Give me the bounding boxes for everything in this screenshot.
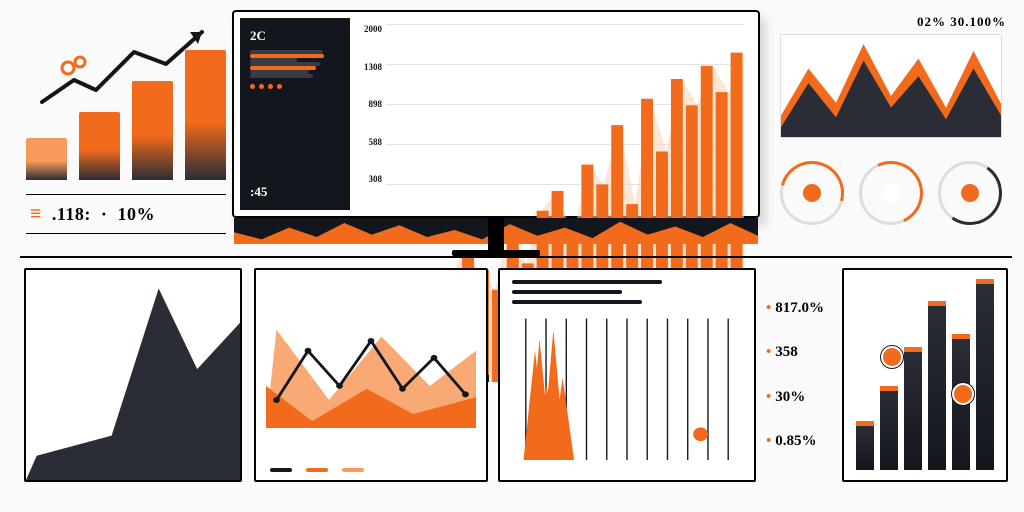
stat-a: .118: bbox=[52, 204, 91, 225]
bar bbox=[79, 112, 120, 180]
top-right-area-chart bbox=[780, 34, 1002, 138]
side-secondary: :45 bbox=[250, 184, 340, 200]
gauge bbox=[780, 161, 844, 225]
bar bbox=[928, 306, 946, 470]
bottom-mid-right-chart bbox=[498, 268, 756, 482]
legend bbox=[270, 468, 364, 472]
bar bbox=[26, 138, 67, 180]
monitor-frame: 2C :45 2000 1308 898 588 308 bbox=[232, 10, 760, 218]
monitor-side-panel: 2C :45 bbox=[240, 18, 350, 210]
bottom-mid-left-chart bbox=[254, 268, 488, 482]
bar bbox=[856, 426, 874, 470]
top-left-bar-chart bbox=[26, 20, 226, 180]
top-right-percent-label: 02% 30.100% bbox=[917, 14, 1006, 30]
gauge bbox=[938, 161, 1002, 225]
marker-dot bbox=[881, 346, 903, 368]
stat-b: 10% bbox=[117, 204, 155, 225]
stat-value: 30% bbox=[766, 389, 838, 406]
dashboard-stage: 02% 30.100% ≡ .118: · 10% 2C :45 bbox=[0, 0, 1024, 512]
equals-icon: ≡ bbox=[30, 207, 42, 221]
top-left-stats-strip: ≡ .118: · 10% bbox=[26, 194, 226, 234]
y-tick: 1308 bbox=[354, 62, 382, 72]
side-dots bbox=[250, 84, 340, 89]
y-tick: 308 bbox=[354, 174, 382, 184]
stat-value: 358 bbox=[766, 344, 838, 361]
gauge bbox=[859, 161, 923, 225]
bar bbox=[976, 284, 994, 470]
stat-value: 0.85% bbox=[766, 433, 838, 450]
bottom-right-bar-chart bbox=[842, 268, 1008, 482]
gauges-row bbox=[780, 150, 1002, 236]
bar bbox=[132, 81, 173, 180]
bottom-left-mountain-chart bbox=[24, 268, 242, 482]
bar bbox=[185, 50, 226, 180]
stat-value: 817.0% bbox=[766, 300, 838, 317]
marker-dot bbox=[952, 383, 974, 405]
side-headline: 2C bbox=[250, 28, 340, 44]
bottom-right-stats: 817.0% 358 30% 0.85% bbox=[766, 268, 838, 482]
monitor-stand bbox=[488, 218, 504, 254]
bar bbox=[904, 352, 922, 470]
horizontal-divider bbox=[20, 256, 1012, 258]
y-tick: 2000 bbox=[354, 24, 382, 34]
y-tick: 588 bbox=[354, 137, 382, 147]
monitor-main-chart: 2000 1308 898 588 308 bbox=[350, 18, 752, 210]
sep: · bbox=[101, 204, 108, 225]
bar bbox=[880, 391, 898, 470]
y-tick: 898 bbox=[354, 99, 382, 109]
